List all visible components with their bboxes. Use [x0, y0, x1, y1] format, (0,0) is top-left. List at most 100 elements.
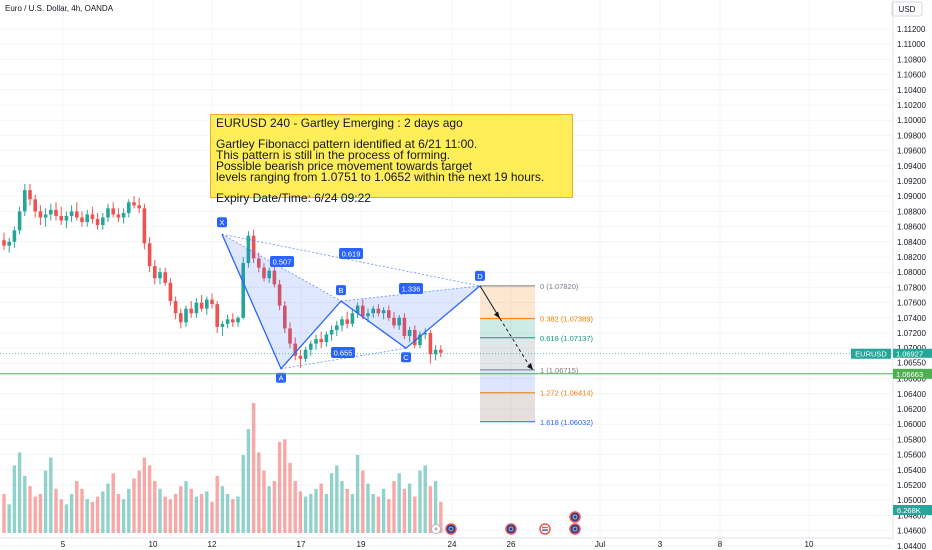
y-tick-label-31: 1.05000: [897, 496, 926, 505]
symbol-tag-bg: [851, 348, 891, 359]
x-tick-label-2: 12: [208, 540, 217, 549]
volume-bar-48: [251, 403, 256, 533]
candle-0: [2, 232, 6, 251]
y-tick-label-29: 1.05400: [897, 466, 926, 475]
candle-67: [350, 308, 355, 327]
candle-6: [33, 194, 37, 218]
point-label-text-3: C: [403, 353, 409, 362]
y-tick-label-19: 1.07400: [897, 314, 926, 323]
candle-body-69: [361, 305, 365, 317]
candle-35: [184, 305, 188, 327]
candle-body-71: [371, 308, 375, 314]
candle-body-12: [64, 215, 69, 221]
y-tick-label-2: 1.10800: [897, 55, 926, 64]
candle-52: [272, 266, 277, 288]
candle-body-76: [397, 317, 401, 326]
volume-bar-0: [2, 494, 6, 533]
candle-30: [158, 267, 162, 285]
candle-23: [121, 208, 126, 224]
volume-bar-17: [90, 501, 95, 533]
volume-bar-57: [298, 491, 303, 533]
volume-bar-76: [397, 473, 401, 533]
volume-bar-52: [272, 481, 277, 533]
x-tick-label-1: 10: [149, 540, 158, 549]
event-icons[interactable]: [431, 511, 581, 535]
volume-bar-25: [132, 478, 136, 533]
candle-15: [80, 211, 84, 227]
volume-bar-19: [101, 491, 105, 533]
volume-bar-16: [85, 499, 89, 533]
annotation-line-4: levels ranging from 1.0751 to 1.0652 wit…: [216, 170, 545, 184]
eu-flag-icon-stars-2: [508, 526, 514, 532]
ratio-label-3: 0.655: [331, 347, 355, 358]
eu-flag-icon[interactable]: [505, 523, 517, 535]
candle-body-26: [137, 205, 141, 209]
candle-body-36: [189, 308, 193, 314]
candle-body-84: [439, 349, 443, 353]
y-tick-label-27: 1.05800: [897, 435, 926, 444]
candle-body-63: [329, 329, 334, 335]
volume-bar-12: [64, 504, 69, 533]
candle-body-0: [2, 240, 6, 246]
candle-66: [345, 311, 349, 329]
point-label-bg-2: [336, 285, 346, 296]
volume-bar-72: [376, 496, 381, 533]
volume-bar-60: [314, 488, 318, 533]
eu-flag-icon-ring-2: [505, 523, 517, 535]
volume-bar-75: [392, 481, 396, 533]
y-tick-label-3: 1.10600: [897, 71, 926, 80]
candle-53: [277, 279, 282, 311]
settings-event-icon[interactable]: [431, 524, 441, 534]
candle-body-74: [387, 310, 391, 318]
eu-flag-icon[interactable]: [569, 511, 581, 523]
volume-bar-68: [355, 455, 360, 533]
candle-60: [314, 334, 318, 350]
ratio-label-1: 0.619: [339, 248, 363, 259]
x-tick-label-0: 5: [61, 540, 66, 549]
projection-arrowhead-2: [527, 362, 533, 370]
volume-bar-43: [225, 494, 230, 533]
volume-bar-71: [371, 494, 375, 533]
candle-50: [262, 263, 266, 282]
time-axis[interactable]: 5 10 12 17 19 24 26 Jul 3 8 10: [0, 537, 893, 549]
eu-flag-icon[interactable]: [569, 523, 581, 535]
candle-body-55: [288, 328, 292, 344]
currency-badge[interactable]: USD: [891, 1, 923, 17]
candle-1: [7, 238, 11, 253]
candle-body-23: [121, 212, 126, 218]
annotation-heading: EURUSD 240 - Gartley Emerging : 2 days a…: [216, 116, 463, 130]
candle-55: [288, 322, 292, 349]
candle-54: [283, 301, 287, 333]
point-label-bg-0: [217, 217, 227, 228]
price-axis[interactable]: 1.11200 1.11000 1.10800 1.10600 1.10400 1.102…: [897, 25, 926, 550]
y-tick-label-1: 1.11000: [897, 40, 926, 49]
candle-body-72: [376, 308, 381, 314]
eu-flag-icon[interactable]: [445, 523, 457, 535]
volume-bar-79: [413, 496, 417, 533]
candle-32: [168, 278, 173, 306]
point-label-text-2: B: [338, 286, 343, 295]
volume-bar-81: [423, 465, 427, 533]
volume-tag-bg: [893, 505, 932, 515]
volume-bar-9: [49, 457, 53, 533]
volume-bar-20: [106, 483, 110, 533]
us-flag-icon[interactable]: [539, 523, 551, 535]
candle-36: [189, 301, 193, 318]
y-tick-label-26: 1.06000: [897, 420, 926, 429]
volume-bar-47: [246, 429, 251, 533]
candle-9: [49, 203, 53, 221]
candle-10: [54, 202, 58, 221]
point-label-text-4: D: [477, 272, 483, 281]
candle-72: [376, 304, 381, 317]
point-label-bg-1: [276, 372, 286, 383]
candle-14: [75, 202, 79, 221]
ratio-label-bg-0: [270, 256, 294, 267]
point-label-x: X: [217, 217, 227, 228]
pattern-guide-0: [221, 233, 342, 302]
volume-bar-36: [189, 488, 193, 533]
gartley-pattern[interactable]: 0.507 0.619 1.336 0.655 X A B C D: [217, 217, 533, 383]
candle-80: [418, 331, 422, 349]
candle-body-30: [158, 272, 162, 279]
pattern-fill-xab: [222, 234, 341, 369]
